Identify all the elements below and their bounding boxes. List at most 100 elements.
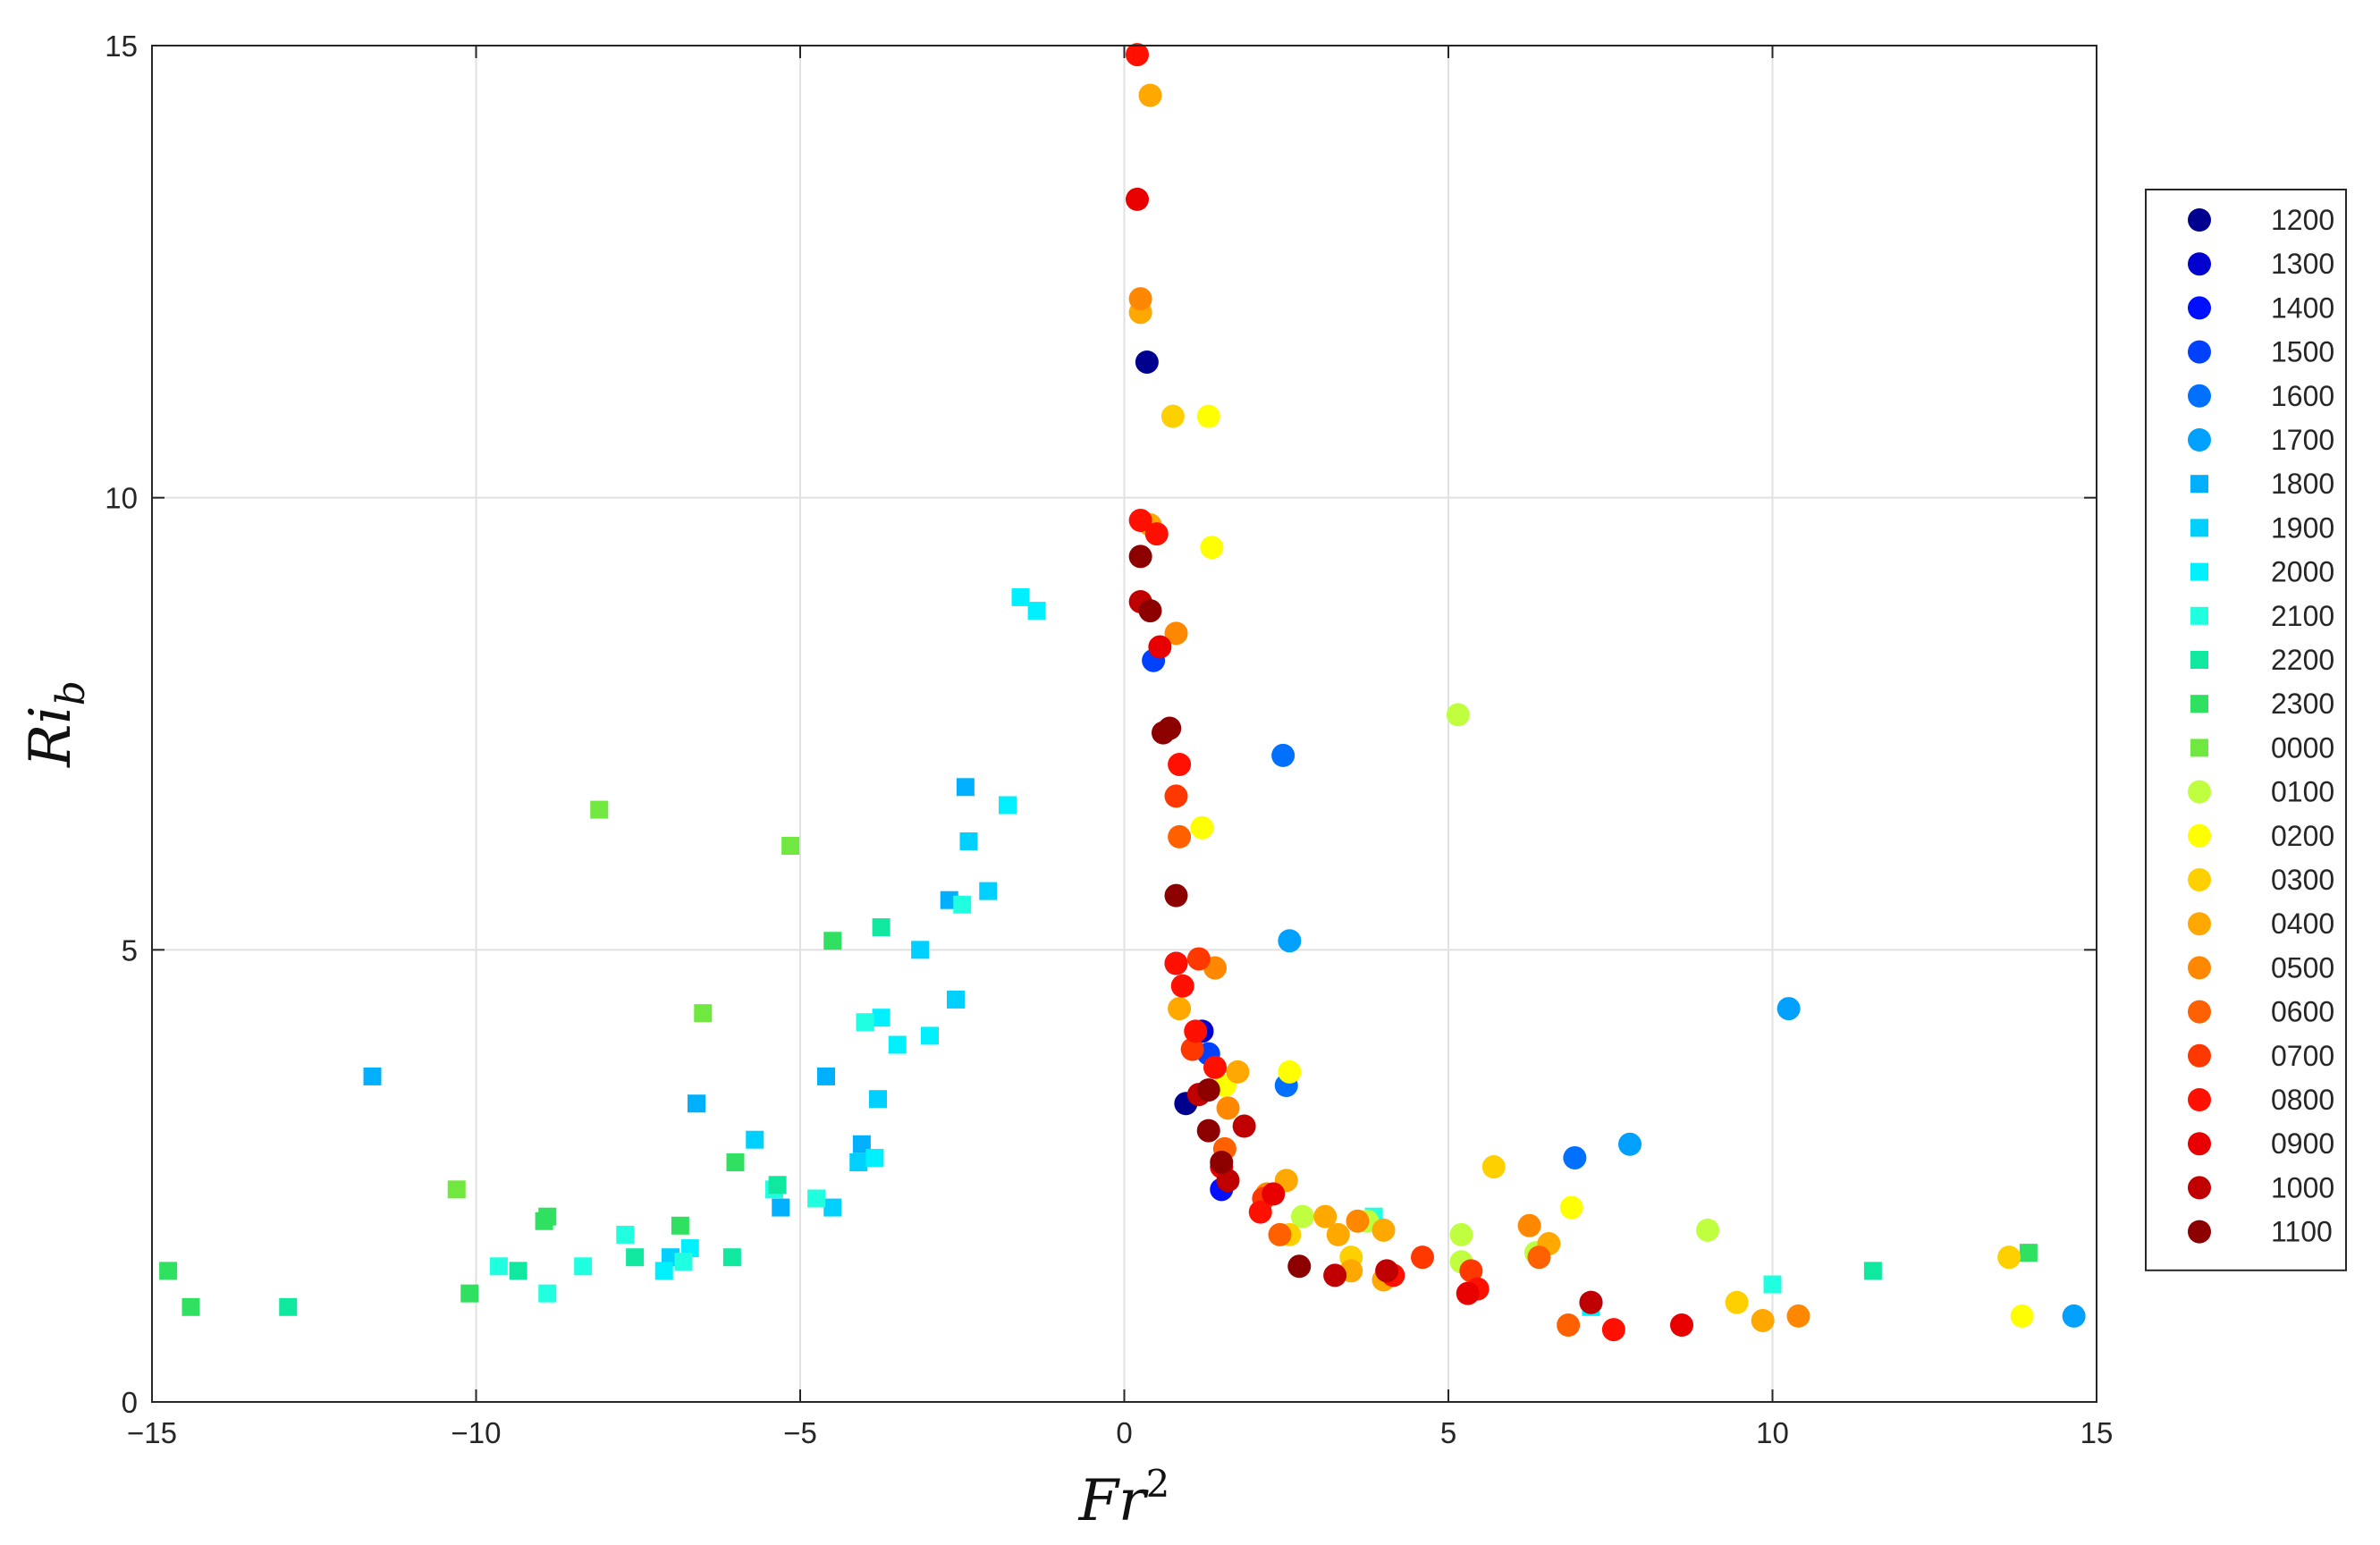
data-point-1800 [852, 1135, 871, 1153]
data-point-1000 [1323, 1263, 1347, 1288]
data-point-0700 [1180, 1037, 1204, 1061]
data-point-2200 [1863, 1262, 1882, 1280]
data-point-0300 [1725, 1290, 1749, 1314]
data-point-2200 [509, 1262, 527, 1280]
legend-label-1700: 1700 [2271, 424, 2334, 456]
data-point-2200 [768, 1176, 787, 1195]
data-point-2300 [460, 1284, 479, 1303]
data-point-1900 [849, 1152, 868, 1171]
legend-item-1700: 1700 [2188, 424, 2334, 456]
data-point-1900 [959, 832, 978, 850]
data-point-1100 [1164, 883, 1188, 908]
data-point-1700 [1618, 1132, 1642, 1156]
legend-label-0200: 0200 [2271, 820, 2334, 852]
data-point-1700 [1777, 997, 1801, 1021]
data-point-0900 [1126, 187, 1149, 211]
data-point-2100 [953, 895, 972, 914]
data-point-2200 [626, 1248, 645, 1267]
data-point-0300 [1481, 1155, 1506, 1179]
data-point-0100 [1449, 1222, 1473, 1246]
data-point-0100 [1446, 703, 1470, 727]
axis-tick-labels: −15 −10 −5 0 5 10 15 0 5 10 15 [105, 30, 2113, 1449]
legend-marker-0500 [2188, 956, 2211, 980]
legend-item-1100: 1100 [2188, 1216, 2333, 1248]
data-point-2000 [865, 1148, 884, 1167]
data-point-0800 [1184, 1019, 1208, 1043]
data-point-1100 [1287, 1254, 1312, 1279]
data-point-0600 [1527, 1245, 1551, 1270]
legend-label-1500: 1500 [2271, 336, 2334, 368]
data-point-0600 [1268, 1222, 1292, 1246]
data-point-0000 [694, 1004, 713, 1023]
legend-item-1400: 1400 [2188, 291, 2334, 324]
data-point-1000 [1216, 1169, 1240, 1193]
data-point-1000 [1232, 1114, 1256, 1138]
legend-label-2100: 2100 [2271, 600, 2334, 632]
legend-marker-1600 [2188, 384, 2211, 408]
data-point-1100 [1196, 1078, 1220, 1102]
legend-item-0000: 0000 [2190, 731, 2334, 764]
data-point-0100 [1696, 1218, 1719, 1242]
legend-item-0500: 0500 [2188, 951, 2334, 984]
data-point-2300 [823, 932, 842, 950]
data-point-0800 [1248, 1200, 1272, 1224]
data-point-1900 [947, 990, 965, 1009]
data-point-2300 [671, 1216, 689, 1235]
data-point-1900 [869, 1090, 887, 1109]
legend-item-1200: 1200 [2188, 204, 2334, 236]
data-point-0900 [1456, 1281, 1480, 1305]
legend-marker-2100 [2190, 606, 2208, 625]
data-point-1100 [1196, 1119, 1220, 1143]
data-point-2000 [921, 1026, 939, 1045]
data-point-1800 [363, 1067, 382, 1085]
x-tick-label: −5 [783, 1416, 817, 1449]
y-tick-label: 10 [105, 482, 138, 515]
data-point-0400 [1168, 997, 1192, 1021]
data-point-2000 [999, 796, 1017, 815]
data-point-0200 [1559, 1195, 1583, 1220]
legend-marker-1200 [2188, 208, 2211, 232]
legend-label-0700: 0700 [2271, 1040, 2334, 1072]
data-point-2300 [181, 1297, 200, 1316]
x-tick-label: −10 [452, 1416, 502, 1449]
data-point-0200 [1278, 1060, 1302, 1084]
data-point-0400 [1371, 1218, 1396, 1242]
data-point-2200 [872, 918, 890, 937]
data-point-0900 [1262, 1182, 1286, 1206]
data-point-1800 [772, 1198, 790, 1217]
data-point-1100 [1138, 599, 1162, 623]
legend-item-1900: 1900 [2190, 511, 2334, 544]
data-point-0400 [1751, 1308, 1775, 1332]
legend-item-0900: 0900 [2188, 1127, 2334, 1160]
legend-marker-0700 [2188, 1043, 2211, 1068]
legend-marker-1000 [2188, 1176, 2211, 1200]
legend-item-1600: 1600 [2188, 380, 2334, 412]
data-point-1700 [2062, 1304, 2086, 1328]
x-tick-label: 5 [1440, 1416, 1456, 1449]
data-point-1700 [1278, 929, 1302, 953]
legend-label-0100: 0100 [2271, 776, 2334, 808]
legend-label-0400: 0400 [2271, 908, 2334, 940]
data-point-0900 [1148, 635, 1172, 659]
legend-marker-2000 [2190, 562, 2208, 581]
data-point-1600 [1271, 743, 1295, 767]
legend-label-1800: 1800 [2271, 468, 2334, 500]
data-point-0200 [2010, 1304, 2034, 1328]
data-point-1600 [1563, 1145, 1587, 1169]
legend-label-2200: 2200 [2271, 644, 2334, 676]
legend-label-0900: 0900 [2271, 1127, 2334, 1160]
data-point-2100 [856, 1013, 874, 1032]
data-point-0600 [1557, 1313, 1581, 1338]
legend-marker-0800 [2188, 1088, 2211, 1111]
legend-label-2300: 2300 [2271, 688, 2334, 720]
legend-marker-0100 [2188, 780, 2211, 804]
data-point-0100 [1290, 1204, 1314, 1228]
data-point-0200 [1200, 536, 1224, 560]
data-point-0400 [1226, 1060, 1250, 1084]
legend-label-0800: 0800 [2271, 1084, 2334, 1116]
y-tick-label: 15 [105, 30, 138, 63]
data-point-0300 [1160, 404, 1185, 428]
legend-item-0300: 0300 [2188, 864, 2334, 896]
